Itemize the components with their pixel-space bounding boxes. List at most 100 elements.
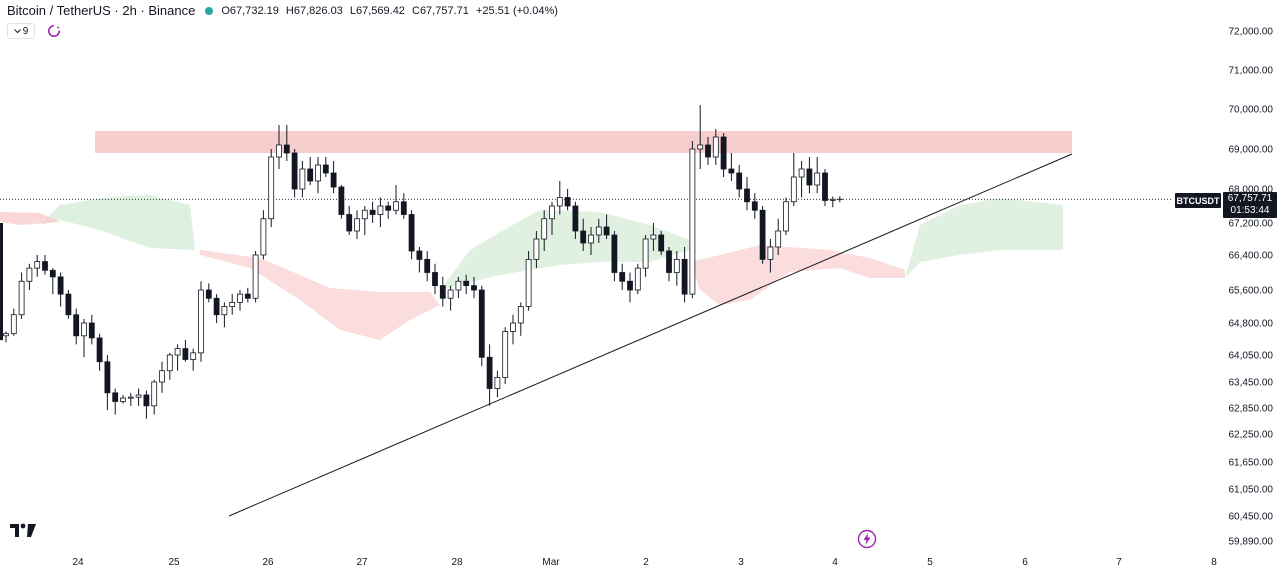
candle [190, 348, 197, 371]
candle-body [611, 234, 618, 273]
candle [744, 177, 750, 211]
candle-body [338, 186, 345, 215]
ticker-badge: BTCUSDT [1175, 193, 1221, 208]
candle [658, 231, 665, 255]
candle [244, 287, 251, 303]
candle-body [127, 396, 134, 399]
symbol-title[interactable]: Bitcoin / TetherUS · 2h · Binance [7, 3, 196, 18]
candle-body [650, 234, 657, 240]
candle-body [299, 168, 306, 190]
chart-legend: Bitcoin / TetherUS · 2h · Binance O67,73… [7, 3, 562, 18]
candle-body [393, 201, 399, 211]
candle [57, 272, 64, 307]
x-axis-tick-label: 6 [1022, 557, 1028, 568]
y-axis-tick-label: 62,250.00 [1229, 430, 1274, 441]
y-axis-tick-label: 69,000.00 [1229, 145, 1274, 156]
candle-body [120, 397, 126, 402]
candle [307, 157, 314, 185]
candle [775, 218, 782, 255]
candle [3, 331, 9, 343]
candle-body [244, 293, 251, 299]
candle [88, 314, 95, 345]
y-axis-tick-label: 64,800.00 [1229, 319, 1274, 330]
candle-body [455, 280, 462, 291]
candle [96, 333, 103, 371]
last-price-tag: 67,757.71 01:53:44 [1223, 192, 1277, 218]
candle [798, 161, 805, 198]
candle [42, 255, 48, 275]
candle-body [198, 289, 204, 354]
y-axis-tick-label: 62,850.00 [1229, 404, 1274, 415]
x-axis-tick-label: 28 [451, 557, 463, 568]
candle [767, 239, 774, 273]
candle-body [634, 267, 641, 291]
candle [642, 235, 649, 277]
candle [416, 247, 423, 273]
candle [10, 308, 17, 336]
high-value: H67,826.03 [285, 4, 343, 17]
candle-body [229, 301, 236, 307]
candle-body [697, 144, 704, 150]
candle [556, 181, 563, 215]
candle-body [580, 230, 587, 244]
candle-body [416, 250, 423, 260]
candle [49, 268, 56, 295]
candle [393, 185, 399, 215]
bar-countdown: 01:53:44 [1230, 205, 1270, 216]
candle-body [642, 238, 649, 269]
cloud-bullish-area [905, 198, 1063, 278]
candle-body [143, 394, 150, 407]
candle-body [744, 188, 750, 203]
candle [822, 169, 828, 206]
candle [322, 157, 329, 177]
candle [666, 247, 672, 282]
candle [517, 302, 524, 336]
ascending-trendline [228, 153, 1073, 517]
candle-body [3, 333, 9, 337]
candle-body [595, 226, 602, 236]
low-value: L67,569.42 [349, 4, 405, 17]
candle-body [736, 172, 743, 190]
candle-body [291, 152, 298, 190]
cloud-bullish-area [40, 195, 195, 250]
ichimoku-cloud [0, 195, 1063, 340]
candle [712, 129, 719, 165]
candle [439, 276, 446, 307]
candle [112, 388, 119, 415]
candle [486, 344, 493, 406]
y-axis-tick-label: 59,890.00 [1229, 537, 1274, 548]
candle [455, 276, 462, 299]
candle-body [564, 197, 571, 207]
candle-body [751, 201, 758, 211]
candle [174, 344, 181, 371]
candle [447, 285, 454, 311]
candle-body [533, 238, 540, 260]
candle [533, 231, 540, 269]
indicators-toggle-button[interactable]: 9 [7, 23, 35, 39]
lightning-icon[interactable] [857, 529, 877, 549]
candle [432, 263, 438, 295]
y-axis-tick-label: 70,000.00 [1229, 105, 1274, 116]
candle [143, 390, 150, 419]
candle-body [322, 164, 329, 174]
candle-body [135, 394, 142, 398]
tradingview-logo-icon[interactable] [9, 521, 37, 539]
ohlc-values: O67,732.19 H67,826.03 L67,569.42 C67,757… [221, 5, 562, 17]
candle [283, 125, 290, 161]
candle-body [315, 164, 321, 182]
candle-body [81, 322, 87, 337]
y-axis-tick-label: 65,600.00 [1229, 286, 1274, 297]
candle [26, 263, 33, 290]
refresh-icon[interactable] [46, 23, 62, 39]
candle-body [463, 280, 470, 287]
candle [697, 105, 704, 169]
candle-body [775, 230, 782, 248]
y-axis-tick-label: 63,450.00 [1229, 378, 1274, 389]
candle [588, 227, 594, 255]
x-axis-tick-label: 4 [832, 557, 838, 568]
market-status-dot [205, 6, 214, 15]
candle-body [49, 269, 56, 278]
candle [120, 395, 126, 404]
candle [182, 340, 189, 362]
